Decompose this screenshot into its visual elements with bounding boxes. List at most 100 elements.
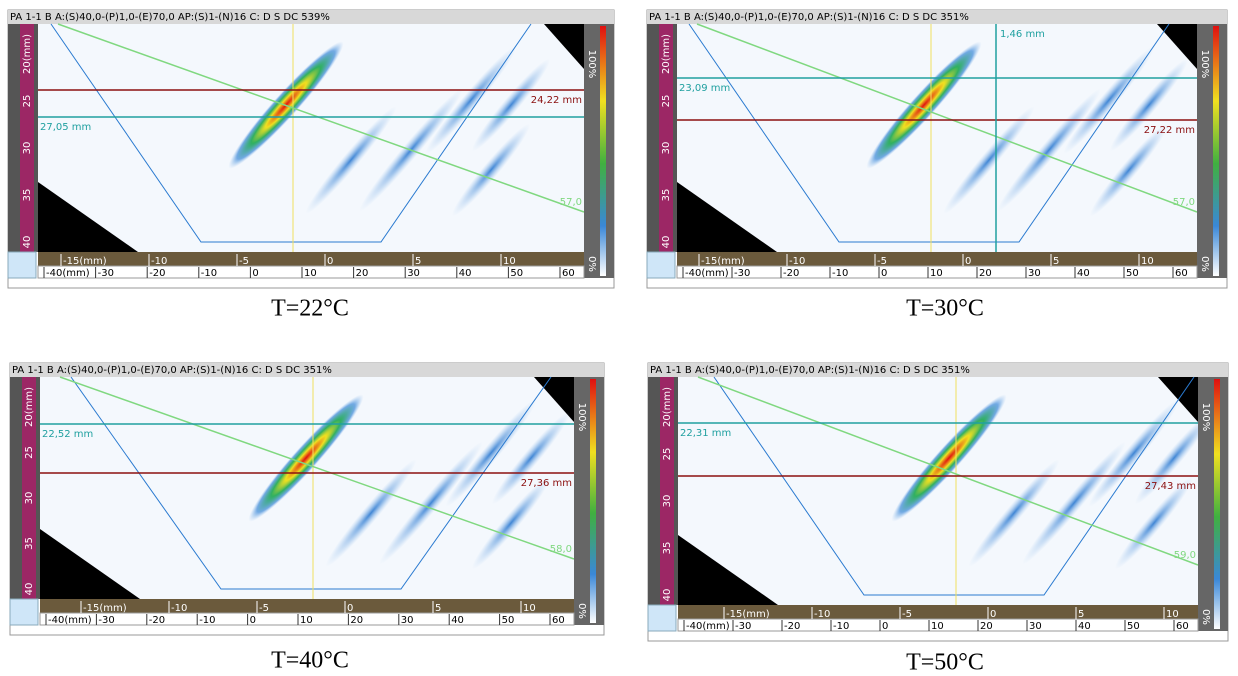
bottom-ruler-upper xyxy=(40,599,574,613)
header-bar xyxy=(648,363,1228,377)
left-tick-label: 30 xyxy=(661,142,672,155)
wedge-outline xyxy=(70,376,552,590)
color-bar xyxy=(590,379,596,623)
left-tick-label: 40 xyxy=(661,236,672,249)
echo-main xyxy=(866,41,982,169)
shadow-bottom-left xyxy=(38,182,138,252)
bottom-lower-label: 30 xyxy=(401,615,414,626)
header-bar xyxy=(647,10,1227,24)
bottom-lower-label: -10 xyxy=(832,268,848,279)
bottom-lower-label: -40(mm) xyxy=(46,268,90,279)
echo-blob xyxy=(471,58,551,152)
color-bar xyxy=(600,26,606,276)
left-tick-label: 30 xyxy=(22,142,33,155)
left-tick-label: 30 xyxy=(662,495,673,508)
bottom-lower-label: 30 xyxy=(407,268,420,279)
shadow-top-right xyxy=(534,377,574,422)
scan-panel: PA 1-1 B A:(S)40,0-(P)1,0-(E)70,0 AP:(S)… xyxy=(9,362,605,636)
bottom-lower-label: -30 xyxy=(735,621,751,632)
bottom-lower-label: 10 xyxy=(304,268,317,279)
bottom-lower-label: 0 xyxy=(250,615,256,626)
echo-blob xyxy=(1022,441,1126,565)
bottom-ruler-upper xyxy=(38,252,584,266)
shadow-top-right xyxy=(1157,24,1197,69)
caption: T=40°C xyxy=(271,648,349,674)
bottom-ruler-upper xyxy=(677,252,1197,266)
bottom-lower-label: -30 xyxy=(734,268,750,279)
left-ruler-band xyxy=(20,24,34,252)
right-scale xyxy=(1198,377,1228,631)
left-tick-label: 35 xyxy=(22,189,33,202)
bottom-upper-label: -15(mm) xyxy=(726,609,770,620)
bottom-lower-label: 50 xyxy=(1126,268,1139,279)
bottom-ruler-lower xyxy=(676,265,1198,279)
echo-blob xyxy=(1088,399,1180,507)
header-text: PA 1-1 B A:(S)40,0-(P)1,0-(E)70,0 AP:(S)… xyxy=(10,12,330,23)
echo-main xyxy=(248,394,364,522)
bottom-lower-label: 20 xyxy=(356,268,369,279)
left-ruler-band xyxy=(22,377,36,599)
bottom-lower-label: 10 xyxy=(300,615,313,626)
bottom-lower-label: 30 xyxy=(1028,268,1041,279)
bottom-lower-label: -40(mm) xyxy=(48,615,92,626)
scan-area xyxy=(678,377,1198,605)
color-top-label: 100% xyxy=(1199,50,1210,79)
bottom-lower-label: 30 xyxy=(1029,621,1042,632)
bottom-lower-label: 50 xyxy=(502,615,515,626)
bottom-lower-label: 10 xyxy=(931,621,944,632)
scan-panel: PA 1-1 B A:(S)40,0-(P)1,0-(E)70,0 AP:(S)… xyxy=(647,362,1229,642)
left-tick-label: 25 xyxy=(22,95,33,108)
bottom-lower-label: -20 xyxy=(783,268,799,279)
bottom-ruler-lower xyxy=(37,265,585,279)
bottom-upper-label: -15(mm) xyxy=(83,603,127,614)
bottom-lower-label: -20 xyxy=(149,268,165,279)
color-bar xyxy=(1214,379,1220,629)
angle-label: 58,0 xyxy=(550,544,572,555)
echo-blob xyxy=(451,123,531,217)
bottom-upper-label: -15(mm) xyxy=(63,256,107,267)
cursor-red-label: 27,43 mm xyxy=(1145,481,1196,492)
bottom-lower-label: -10 xyxy=(833,621,849,632)
bottom-upper-label: 5 xyxy=(415,256,421,267)
left-ruler-band xyxy=(659,24,673,252)
bottom-ruler-upper xyxy=(678,605,1198,619)
right-scale xyxy=(584,24,614,278)
bottom-upper-label: -10 xyxy=(151,256,167,267)
left-tick-label: 35 xyxy=(661,189,672,202)
bottom-ruler-lower xyxy=(677,618,1199,632)
angle-line xyxy=(697,376,1199,566)
header-bar xyxy=(10,363,604,377)
right-scale xyxy=(1197,24,1227,278)
echo-blob xyxy=(471,476,551,570)
bottom-lower-label: -20 xyxy=(784,621,800,632)
bottom-lower-label: -40(mm) xyxy=(686,621,730,632)
bottom-lower-label: -10 xyxy=(201,268,217,279)
corner-box xyxy=(9,598,39,626)
left-tick-label: 20(mm) xyxy=(24,387,35,427)
wedge-outline xyxy=(50,23,532,243)
bottom-lower-label: 60 xyxy=(552,615,565,626)
left-tick-label: 25 xyxy=(661,95,672,108)
color-bottom-label: 0% xyxy=(1199,256,1210,272)
caption: T=50°C xyxy=(906,650,984,676)
header-text: PA 1-1 B A:(S)40,0-(P)1,0-(E)70,0 AP:(S)… xyxy=(12,365,332,376)
bottom-lower-label: 50 xyxy=(1127,621,1140,632)
bottom-lower-label: 10 xyxy=(930,268,943,279)
bottom-upper-label: -15(mm) xyxy=(701,256,745,267)
bottom-lower-label: 20 xyxy=(979,268,992,279)
echo-blob xyxy=(305,106,397,214)
left-tick-label: 20(mm) xyxy=(22,34,33,74)
scan-panel: PA 1-1 B A:(S)40,0-(P)1,0-(E)70,0 AP:(S)… xyxy=(646,9,1228,289)
shadow-bottom-left xyxy=(678,535,778,605)
bottom-lower-label: -30 xyxy=(98,615,114,626)
corner-box xyxy=(647,604,677,632)
bottom-upper-label: 5 xyxy=(435,603,441,614)
bottom-lower-label: 60 xyxy=(562,268,575,279)
bottom-lower-label: 0 xyxy=(252,268,258,279)
color-top-label: 100% xyxy=(586,50,597,79)
color-bottom-label: 0% xyxy=(1200,609,1211,625)
bottom-lower-label: -30 xyxy=(98,268,114,279)
caption: T=22°C xyxy=(271,296,349,322)
echo-blob xyxy=(943,106,1035,214)
